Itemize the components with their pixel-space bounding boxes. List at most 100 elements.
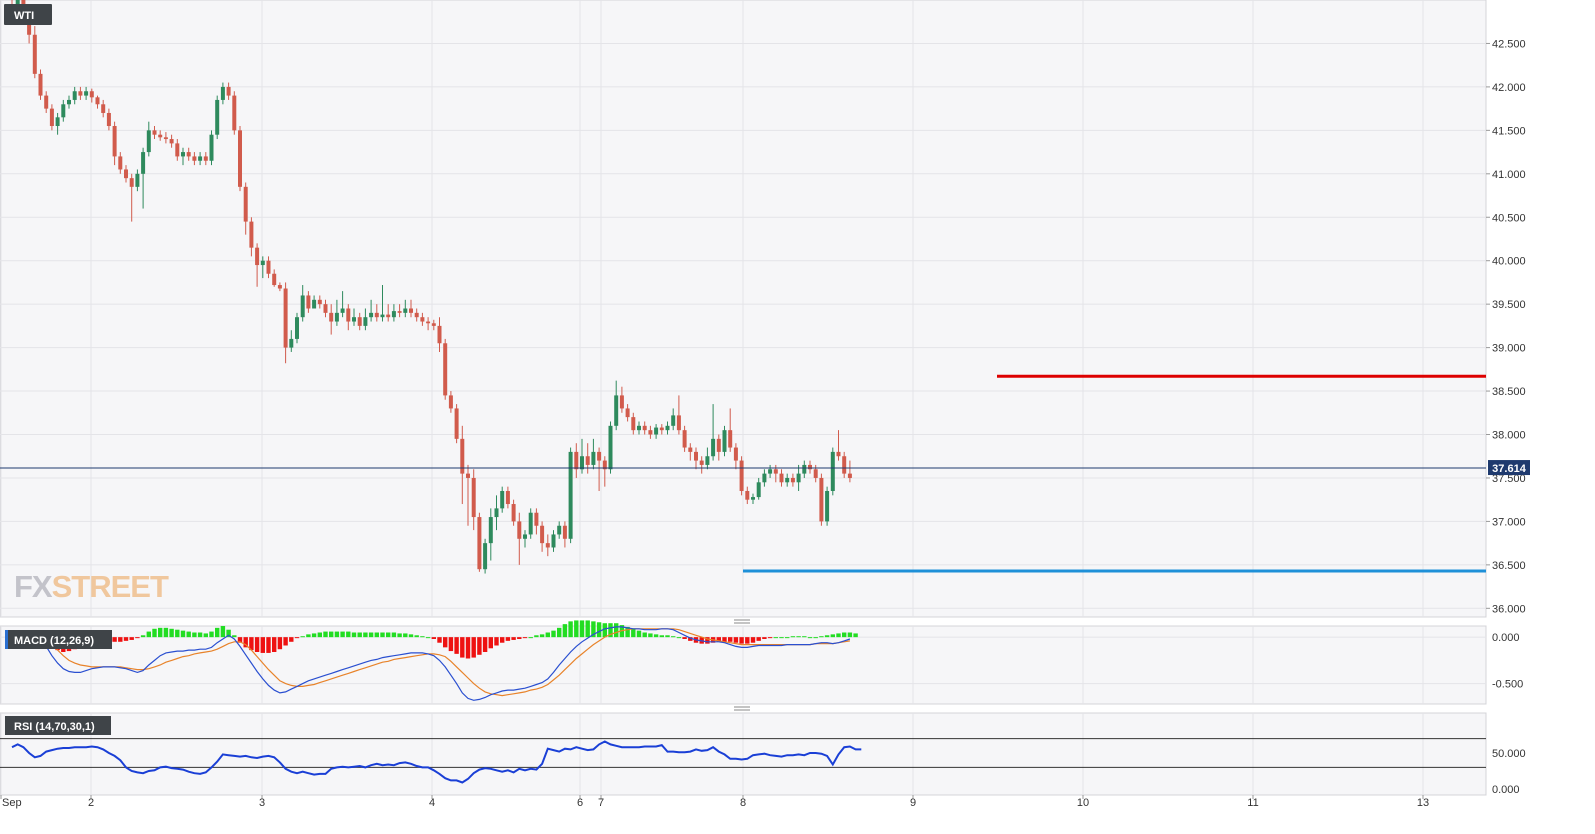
macd-histogram-bar (596, 622, 602, 638)
macd-histogram-bar (750, 637, 756, 643)
candle (511, 499, 516, 526)
candle (836, 430, 841, 461)
candle (158, 130, 163, 141)
candle (733, 443, 738, 470)
candle (819, 473, 824, 526)
candle (608, 421, 613, 474)
price-tick-label: 40.500 (1492, 212, 1526, 224)
macd-histogram-bar (266, 637, 271, 653)
macd-histogram-bar (585, 620, 590, 638)
macd-histogram-bar (220, 626, 226, 638)
candle (238, 126, 242, 192)
candle (146, 121, 151, 157)
price-tick-label: 39.500 (1492, 299, 1526, 311)
macd-histogram-bar (517, 637, 522, 639)
candle (454, 404, 459, 444)
candle (124, 165, 128, 183)
candle (391, 304, 396, 322)
candle (842, 451, 847, 478)
macd-histogram-bar (403, 633, 408, 638)
candle (619, 386, 624, 413)
macd-histogram-bar (802, 636, 807, 638)
macd-histogram-bar (653, 634, 659, 638)
candle (357, 312, 362, 331)
macd-histogram-bar (158, 627, 163, 638)
pane-resize-handle-rsi[interactable] (734, 706, 750, 711)
candle (751, 493, 755, 505)
candle (443, 338, 448, 400)
macd-histogram-bar (460, 637, 465, 658)
symbol-badge[interactable]: WTI (4, 4, 52, 25)
candle (808, 460, 812, 474)
candle (397, 304, 402, 318)
rsi-badge[interactable]: RSI (14,70,30,1) (5, 716, 111, 735)
horizontal-levels[interactable] (0, 374, 1486, 573)
macd-histogram-bar (112, 637, 117, 642)
macd-histogram-bar (408, 634, 414, 638)
pane-resize-handle-macd[interactable] (734, 619, 750, 624)
candle (300, 285, 305, 322)
macd-histogram-bar (614, 623, 619, 638)
time-tick-label: Sep (2, 797, 22, 809)
macd-histogram-bar (528, 637, 533, 639)
rsi-label: RSI (14,70,30,1) (14, 721, 95, 733)
candle (597, 447, 602, 491)
macd-tick-label: -0.500 (1492, 679, 1523, 691)
candle (762, 469, 767, 487)
macd-histogram-bar (631, 628, 636, 638)
macd-histogram-bar (705, 637, 710, 644)
candle (637, 421, 641, 435)
candle (101, 99, 106, 118)
macd-histogram-bar (260, 637, 265, 653)
candle (106, 108, 111, 131)
candle (232, 91, 237, 135)
candle (437, 317, 442, 352)
macd-histogram-bar (311, 633, 317, 638)
candle (209, 130, 214, 166)
candle (317, 295, 322, 309)
macd-histogram-bar (152, 628, 157, 638)
candle (386, 304, 391, 322)
candle (78, 86, 83, 100)
rsi-tick-label: 50.000 (1492, 748, 1526, 760)
macd-histogram-bar (579, 620, 585, 638)
macd-histogram-bar (232, 635, 237, 638)
macd-histogram-bar (203, 633, 208, 638)
fxstreet-logo: FXSTREET (14, 569, 169, 604)
candle (198, 152, 203, 166)
macd-histogram-bar (688, 637, 693, 641)
macd-histogram-bar (306, 634, 311, 638)
time-tick-label: 9 (910, 797, 916, 809)
macd-histogram-bar (368, 632, 374, 638)
candle (334, 299, 339, 326)
candle (61, 99, 66, 122)
candle (534, 508, 539, 535)
macd-line (12, 626, 851, 701)
macd-histogram-bar (602, 623, 607, 638)
macd-histogram-bar (819, 636, 824, 638)
time-tick-label: 8 (740, 797, 746, 809)
macd-histogram-bar (391, 632, 397, 638)
macd-histogram-bar (215, 627, 220, 638)
macd-histogram-bar (539, 634, 545, 638)
candle (135, 169, 140, 192)
macd-badge[interactable]: MACD (12,26,9) (5, 630, 112, 649)
macd-histogram-bar (807, 637, 813, 639)
candle (500, 486, 505, 513)
macd-histogram-bar (830, 634, 835, 638)
time-tick-label: 6 (577, 797, 583, 809)
macd-histogram-bar (813, 637, 818, 639)
candle (528, 508, 533, 539)
macd-histogram-bar (762, 637, 767, 639)
candle (802, 460, 807, 478)
candle (745, 486, 750, 505)
macd-histogram-bar (226, 629, 231, 638)
macd-histogram-bar (180, 630, 186, 638)
macd-histogram-bar (648, 633, 653, 638)
candle (312, 295, 317, 309)
candle (847, 460, 852, 483)
candle (790, 473, 795, 487)
candle (272, 269, 277, 287)
